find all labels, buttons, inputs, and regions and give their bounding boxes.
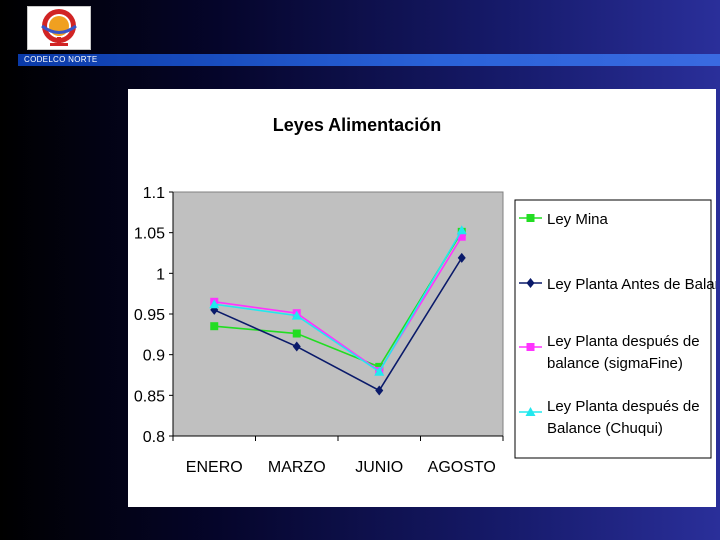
- y-tick-label: 0.9: [143, 348, 165, 365]
- y-tick-label: 1.1: [143, 185, 165, 202]
- data-point: [375, 385, 384, 396]
- data-point: [292, 329, 301, 338]
- line-chart: Leyes Alimentación 1.1 1.05 1 0.95 0.9 0.85 0.8…: [134, 115, 716, 476]
- y-tick-label: 1.05: [134, 226, 165, 243]
- legend-swatch-marker: [526, 214, 535, 222]
- data-point: [291, 310, 302, 320]
- chart-title: Leyes Alimentación: [273, 115, 441, 135]
- legend-entry: Ley Planta después de: [547, 398, 700, 415]
- series-line: [214, 231, 463, 368]
- y-tick-label: 0.95: [134, 307, 165, 324]
- legend-entry: balance (sigmaFine): [547, 355, 683, 372]
- y-tick-label: 0.8: [143, 429, 165, 446]
- data-point: [457, 252, 466, 263]
- series-line: [214, 236, 463, 373]
- plot-area: [172, 191, 504, 437]
- series-line: [214, 229, 463, 373]
- x-tick-label: AGOSTO: [428, 459, 496, 476]
- legend-entry: Ley Planta después de: [547, 333, 700, 350]
- legend-swatch-marker: [525, 407, 536, 416]
- series-line: [213, 257, 463, 392]
- data-point: [374, 366, 385, 376]
- x-tick-label: MARZO: [268, 459, 326, 476]
- data-point: [209, 299, 220, 309]
- y-tick-label: 0.85: [134, 388, 165, 405]
- legend-swatch-marker: [526, 278, 535, 288]
- header-bar: CODELCO NORTE: [18, 54, 720, 66]
- brand-label: CODELCO NORTE: [24, 55, 98, 64]
- legend-box: [514, 199, 712, 459]
- data-point: [456, 225, 467, 235]
- legend-entry: Ley Planta Antes de Balance: [547, 276, 716, 293]
- legend-entry: Ley Mina: [547, 211, 609, 228]
- y-tick-label: 1: [156, 266, 165, 283]
- legend-entry: Balance (Chuqui): [547, 420, 663, 437]
- data-point: [457, 232, 466, 241]
- data-point: [292, 341, 301, 352]
- codelco-logo-icon: [27, 6, 91, 50]
- chart-panel: Leyes Alimentación 1.1 1.05 1 0.95 0.9 0.85 0.8…: [128, 89, 716, 507]
- x-tick-label: ENERO: [186, 459, 243, 476]
- data-point: [210, 322, 219, 331]
- x-tick-label: JUNIO: [355, 459, 403, 476]
- legend-swatch-marker: [526, 343, 535, 351]
